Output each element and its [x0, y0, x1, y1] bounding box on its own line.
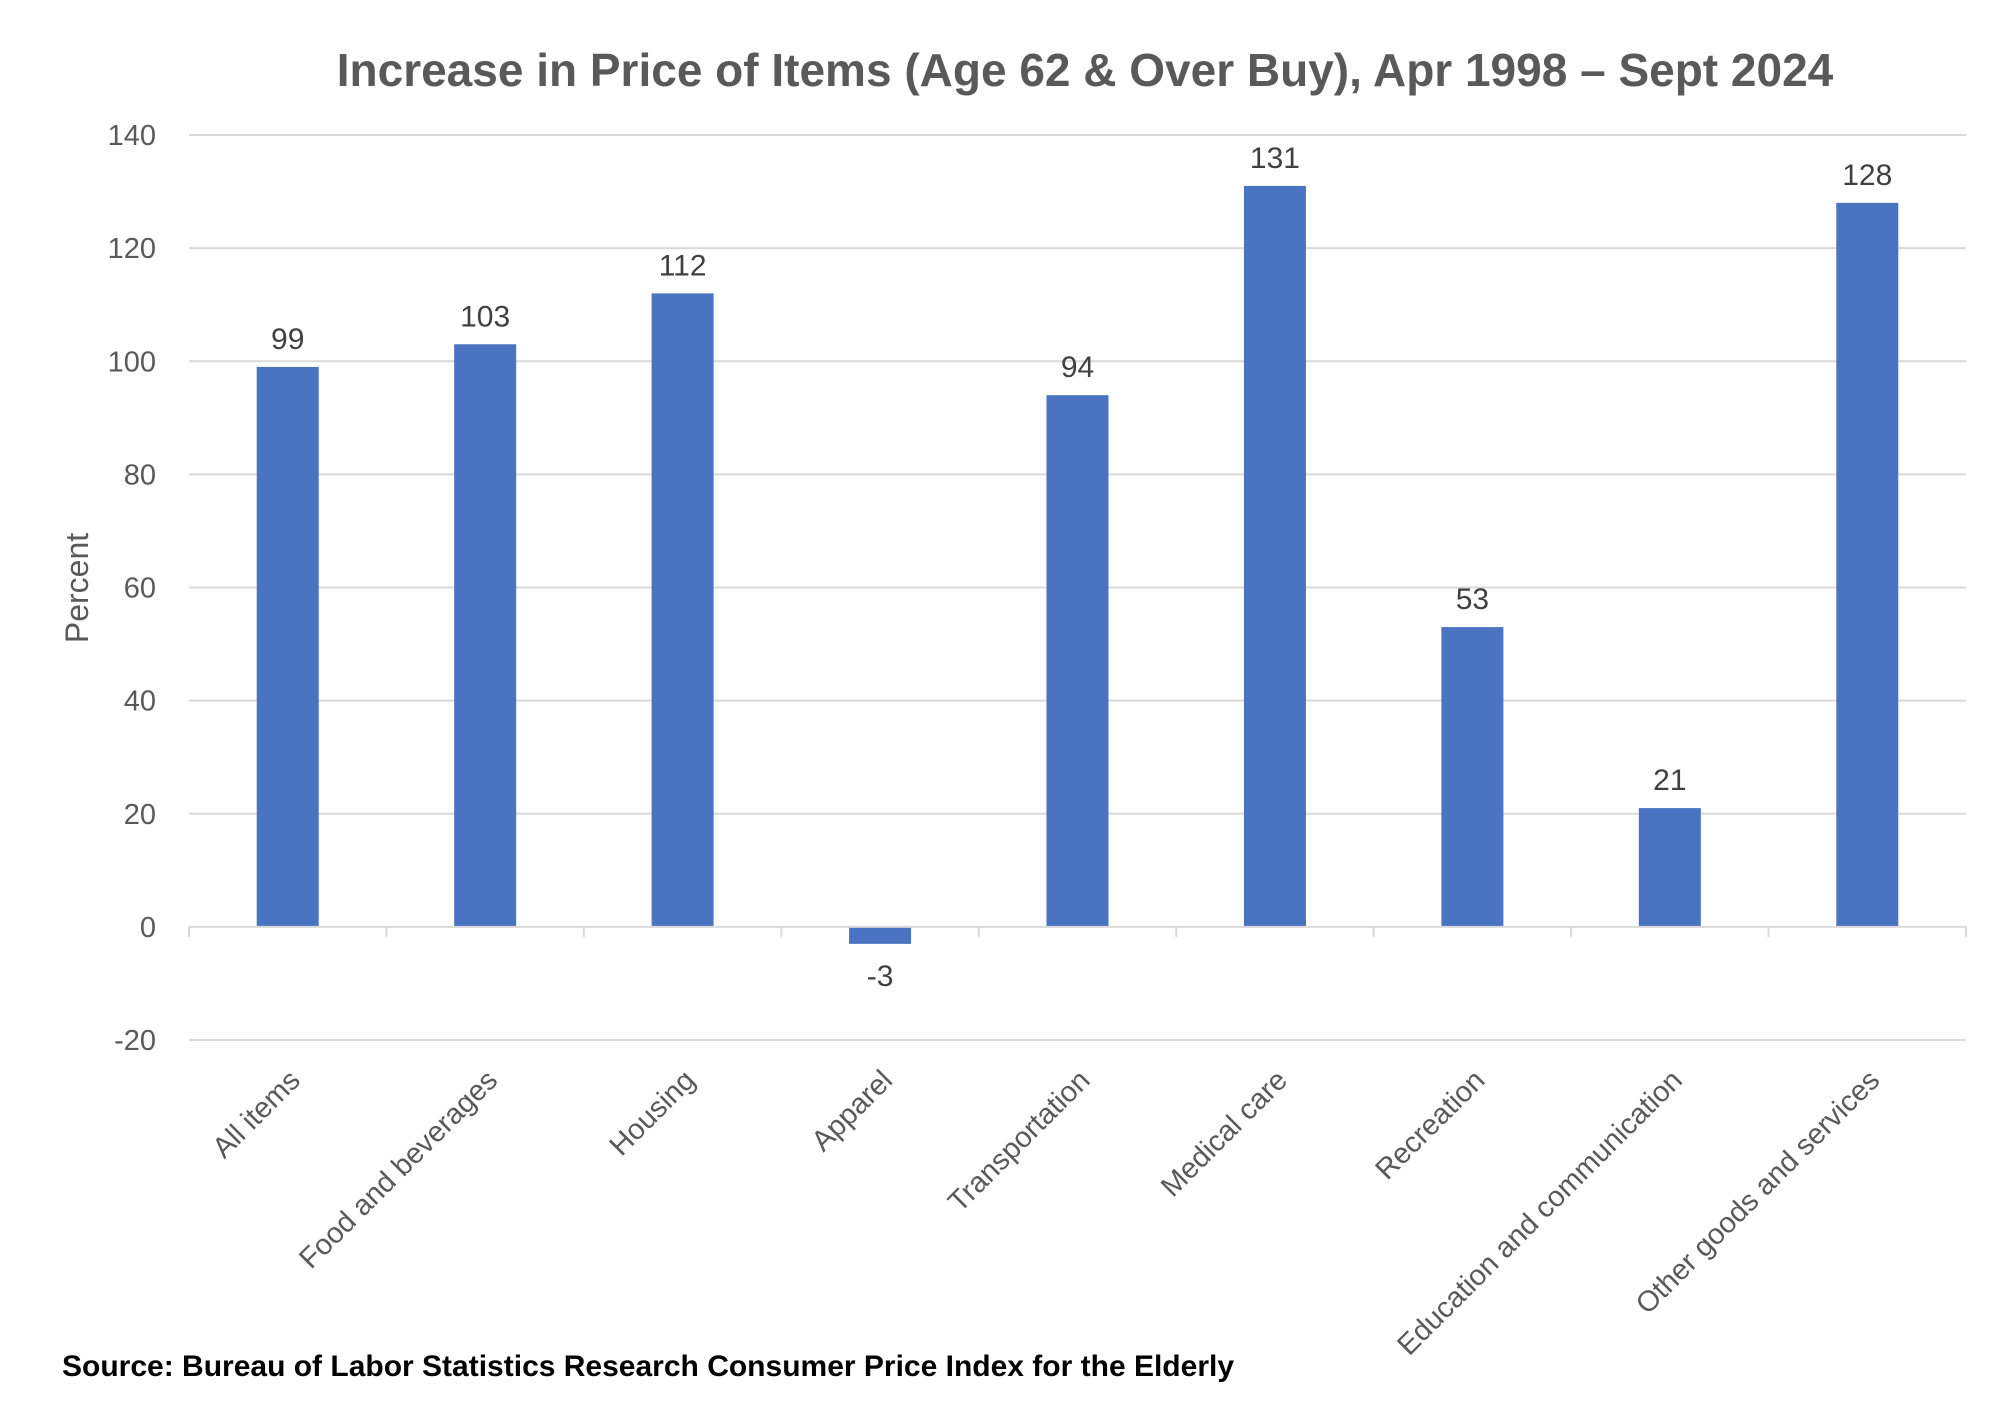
bar — [454, 344, 517, 927]
data-label: 112 — [659, 249, 707, 282]
y-tick-label: 120 — [108, 233, 156, 265]
data-label: 94 — [1061, 351, 1094, 384]
y-axis-label: Percent — [59, 533, 95, 643]
y-axis-ticks: -20 0 20 40 60 80 100 120 140 — [108, 120, 156, 1057]
bar — [256, 366, 319, 927]
bar — [849, 926, 912, 944]
category-label: Food and beverages — [293, 1064, 504, 1275]
data-label: 99 — [271, 323, 304, 356]
y-tick-label: 80 — [124, 459, 156, 491]
y-tick-label: -20 — [114, 1025, 156, 1057]
chart-title: Increase in Price of Items (Age 62 & Ove… — [337, 44, 1834, 96]
bars — [256, 185, 1899, 944]
y-tick-label: 100 — [108, 346, 156, 378]
y-tick-label: 140 — [108, 120, 156, 152]
x-axis — [188, 925, 1967, 937]
y-tick-label: 40 — [124, 686, 156, 718]
bar — [1046, 395, 1109, 927]
data-label: -3 — [867, 960, 894, 993]
category-label: Apparel — [806, 1064, 899, 1157]
data-label: 53 — [1456, 583, 1489, 616]
data-label: 103 — [460, 300, 510, 333]
bar — [1441, 627, 1504, 927]
y-tick-label: 60 — [124, 573, 156, 605]
bar — [1638, 808, 1701, 927]
bar — [651, 293, 714, 927]
source-note: Source: Bureau of Labor Statistics Resea… — [62, 1350, 1235, 1383]
category-label: Recreation — [1370, 1064, 1492, 1186]
bar — [1836, 202, 1899, 927]
category-label: Medical care — [1155, 1064, 1294, 1203]
data-label: 128 — [1842, 159, 1892, 192]
data-label: 131 — [1250, 142, 1300, 175]
y-tick-label: 0 — [140, 912, 156, 944]
data-label: 21 — [1653, 764, 1686, 797]
y-tick-label: 20 — [124, 799, 156, 831]
bar — [1243, 185, 1306, 927]
category-label: Housing — [604, 1064, 702, 1162]
category-label: All items — [207, 1064, 307, 1164]
category-label: Transportation — [942, 1064, 1096, 1218]
data-labels: 99 103 112 -3 94 131 53 21 128 — [271, 142, 1892, 993]
